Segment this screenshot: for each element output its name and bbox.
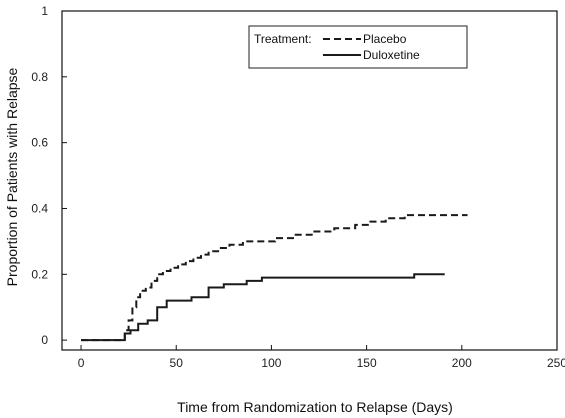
- y-tick-label: 0: [41, 333, 48, 347]
- legend-box: [248, 25, 468, 69]
- x-tick-label: 0: [78, 356, 85, 370]
- y-axis-title: Proportion of Patients with Relapse: [4, 67, 20, 286]
- x-tick-label: 50: [170, 356, 184, 370]
- y-tick-label: 1: [41, 4, 48, 18]
- y-tick-label: 0.4: [31, 201, 48, 215]
- x-tick-label: 200: [452, 356, 472, 370]
- legend-title: Treatment:: [254, 32, 312, 46]
- legend: Treatment: Placebo Duloxetine: [248, 25, 468, 69]
- x-axis-title: Time from Randomization to Relapse (Days…: [177, 399, 453, 415]
- x-tick-label: 250: [547, 356, 565, 370]
- y-tick-label: 0.8: [31, 70, 48, 84]
- y-tick-label: 0.6: [31, 136, 48, 150]
- legend-placebo-label: Placebo: [363, 32, 407, 46]
- plot-area-frame: [61, 10, 558, 351]
- series-line-duloxetine: [81, 273, 445, 342]
- x-tick-label: 100: [261, 356, 281, 370]
- x-tick-label: 150: [357, 356, 377, 370]
- legend-duloxetine-label: Duloxetine: [363, 48, 420, 62]
- y-tick-label: 0.2: [31, 267, 48, 281]
- series-line-placebo: [81, 214, 468, 342]
